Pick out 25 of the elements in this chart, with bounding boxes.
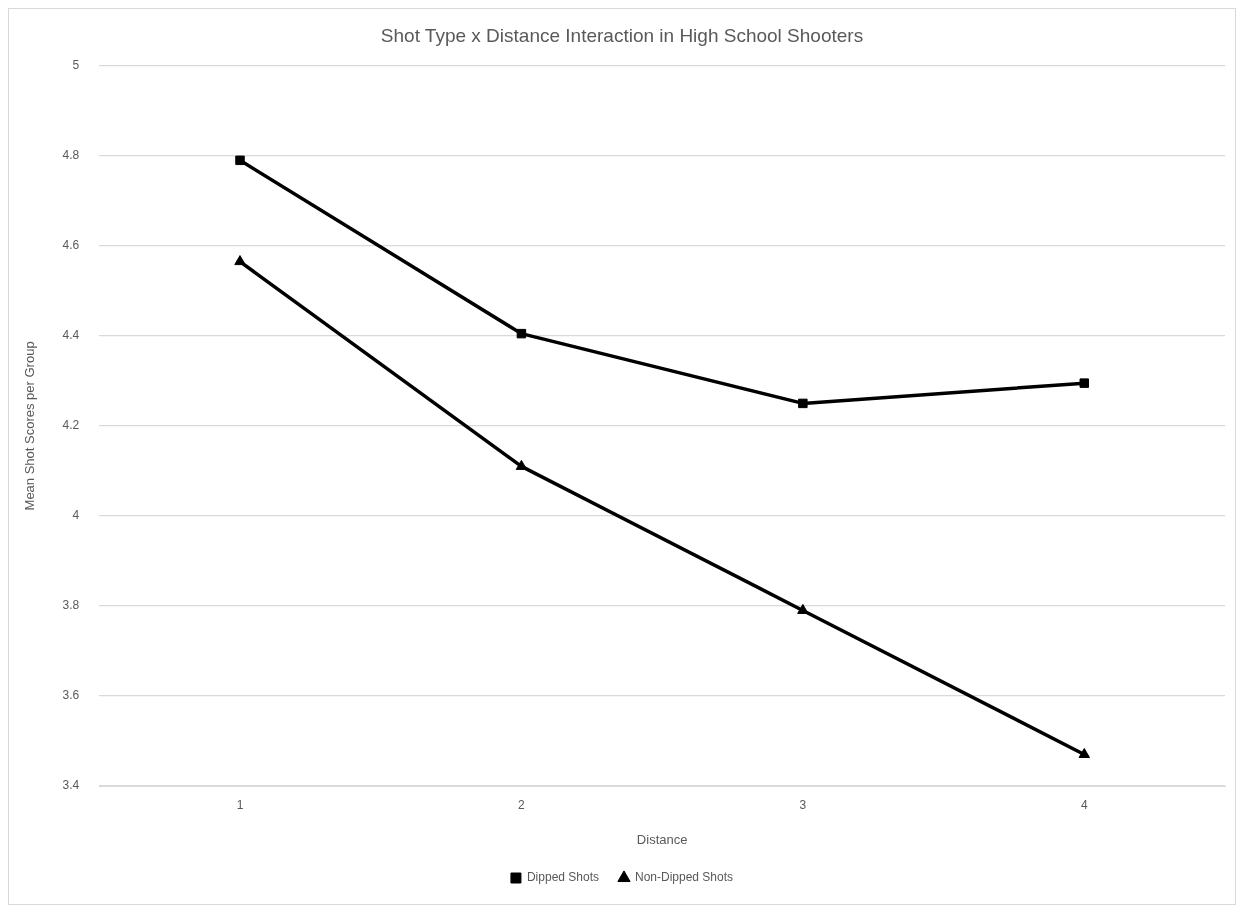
y-axis-title: Mean Shot Scores per Group bbox=[22, 341, 38, 511]
legend-label: Dipped Shots bbox=[526, 870, 599, 885]
point bbox=[234, 255, 246, 266]
x-tick-label: 2 bbox=[518, 797, 526, 812]
point bbox=[797, 603, 809, 614]
y-tick-label: 3.6 bbox=[62, 688, 80, 703]
y-tick-label: 4.4 bbox=[62, 328, 80, 343]
y-tick-label: 4 bbox=[72, 508, 80, 523]
y-tick-label: 5 bbox=[72, 58, 80, 73]
point bbox=[1079, 378, 1090, 388]
point bbox=[1078, 747, 1090, 758]
legend-label: Non-Dipped Shots bbox=[635, 870, 734, 885]
y-tick-label: 3.8 bbox=[62, 598, 80, 613]
point bbox=[516, 328, 527, 339]
chart-title: Shot Type x Distance Interaction in High School Shooters bbox=[380, 24, 864, 46]
point bbox=[798, 398, 808, 409]
y-tick-label: 3.4 bbox=[62, 778, 80, 793]
y-tick-label: 4.8 bbox=[62, 148, 80, 163]
x-tick-label: 3 bbox=[799, 797, 807, 812]
y-tick-label: 4.6 bbox=[62, 238, 80, 253]
point bbox=[235, 155, 245, 166]
x-tick-label: 1 bbox=[236, 797, 244, 812]
x-tick-label: 4 bbox=[1080, 797, 1088, 812]
x-axis-title: Distance bbox=[636, 831, 688, 847]
y-tick-label: 4.2 bbox=[62, 418, 80, 433]
